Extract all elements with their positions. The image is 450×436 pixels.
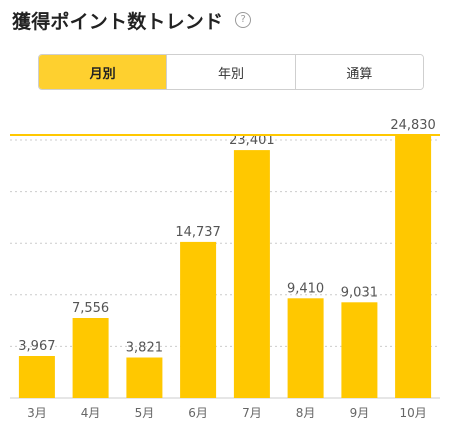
tab-yearly[interactable]: 年別 [166, 55, 295, 89]
bar-6 [287, 298, 324, 398]
x-tick-label: 10月 [399, 406, 426, 420]
x-tick-label: 4月 [81, 406, 101, 420]
bar-3 [126, 357, 163, 398]
data-label: 14,737 [175, 225, 221, 240]
data-label: 3,967 [18, 339, 55, 354]
x-tick-label: 9月 [350, 406, 370, 420]
x-tick-label: 3月 [27, 406, 47, 420]
data-label: 9,410 [287, 281, 324, 296]
data-label: 3,821 [126, 341, 163, 356]
bar-8 [395, 135, 432, 398]
tab-total[interactable]: 通算 [294, 55, 423, 89]
x-tick-label: 7月 [242, 406, 262, 420]
tab-monthly[interactable]: 月別 [39, 55, 167, 89]
bar-2 [72, 318, 109, 398]
period-tabs: 月別 年別 通算 [38, 54, 424, 90]
x-tick-label: 6月 [188, 406, 208, 420]
bar-4 [180, 241, 217, 398]
bar-7 [341, 302, 378, 398]
x-tick-label: 8月 [296, 406, 316, 420]
data-label: 23,401 [229, 133, 275, 148]
x-tick-label: 5月 [135, 406, 155, 420]
page-title: 獲得ポイント数トレンド [12, 10, 224, 33]
question-circle-icon[interactable]: ? [235, 12, 252, 28]
bar-1 [18, 356, 55, 398]
data-label: 7,556 [72, 301, 109, 316]
bar-5 [233, 150, 270, 398]
data-label: 9,031 [341, 285, 378, 300]
chart-header: 獲得ポイント数トレンド ? [12, 6, 252, 34]
data-label: 24,830 [390, 118, 436, 133]
